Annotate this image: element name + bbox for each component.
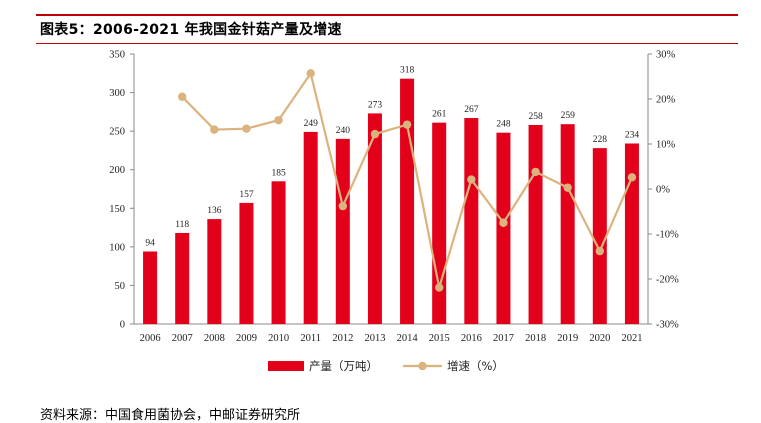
x-tick-label: 2019: [557, 333, 578, 344]
bar-production: [207, 219, 222, 324]
x-tick-label: 2007: [172, 333, 193, 344]
bar-value-label: 136: [207, 206, 222, 216]
growth-point: [306, 69, 315, 78]
right-tick-label: 10%: [656, 140, 676, 151]
left-tick-label: 200: [109, 165, 125, 176]
bar-value-label: 234: [625, 130, 640, 140]
x-tick-label: 2008: [204, 333, 225, 344]
growth-point: [242, 124, 251, 133]
bar-production: [432, 122, 447, 325]
title-bottom-rule: [36, 43, 738, 44]
growth-point: [627, 173, 637, 182]
bar-value-label: 157: [239, 190, 254, 200]
x-tick-label: 2013: [364, 333, 385, 344]
left-tick-label: 350: [109, 50, 125, 61]
bar-production: [303, 131, 318, 324]
left-tick-label: 300: [109, 88, 125, 99]
bar-production: [560, 124, 575, 324]
growth-point: [370, 129, 380, 139]
left-tick-label: 100: [109, 242, 125, 253]
left-tick-label: 50: [115, 281, 126, 292]
bar-production: [400, 78, 415, 324]
source-note: 资料来源：中国食用菌协会，中邮证券研究所: [40, 408, 301, 423]
bar-production: [367, 113, 382, 325]
growth-point: [274, 115, 283, 125]
x-tick-label: 2012: [332, 333, 353, 344]
x-tick-label: 2014: [397, 333, 419, 344]
growth-point: [210, 125, 219, 134]
right-tick-label: -30%: [656, 320, 679, 331]
chart-title: 图表5：2006-2021 年我国金针菇产量及增速: [40, 22, 342, 38]
growth-point: [499, 218, 508, 227]
bar-production: [271, 181, 286, 324]
x-tick-label: 2020: [589, 333, 610, 344]
growth-point: [338, 201, 348, 211]
growth-point: [531, 167, 540, 177]
bar-production: [335, 138, 350, 324]
left-tick-label: 0: [120, 320, 125, 331]
bar-value-label: 185: [271, 168, 286, 178]
bar-production: [496, 132, 511, 324]
bar-production: [464, 118, 479, 325]
right-tick-label: 30%: [656, 50, 676, 61]
bar-value-label: 261: [432, 110, 447, 120]
bar-value-label: 240: [336, 126, 351, 136]
bar-production: [528, 124, 543, 324]
bar-value-label: 249: [304, 119, 319, 129]
bar-production: [239, 202, 254, 324]
title-top-rule: [36, 14, 738, 16]
x-tick-label: 2011: [300, 333, 321, 344]
left-tick-label: 150: [109, 204, 125, 215]
bar-value-label: 318: [400, 66, 415, 76]
left-tick-label: 250: [109, 127, 125, 138]
legend-line-marker: [418, 361, 427, 371]
x-tick-label: 2017: [493, 333, 514, 344]
x-tick-label: 2009: [236, 333, 257, 344]
bar-value-label: 118: [175, 220, 189, 230]
right-tick-label: -10%: [656, 230, 679, 241]
bar-value-label: 258: [528, 112, 543, 122]
x-tick-label: 2006: [140, 333, 161, 344]
legend-bar-label: 产量（万吨）: [309, 359, 378, 373]
bar-value-label: 248: [496, 120, 511, 130]
bar-value-label: 259: [561, 111, 576, 121]
legend-bar-swatch: [268, 361, 304, 371]
x-tick-label: 2016: [461, 333, 482, 344]
growth-point: [595, 246, 605, 256]
growth-point: [177, 92, 187, 101]
right-tick-label: 0%: [656, 185, 670, 196]
bar-production: [175, 232, 190, 324]
growth-point: [402, 120, 412, 129]
legend-line-label: 增速（%）: [447, 359, 504, 373]
x-tick-label: 2015: [429, 333, 450, 344]
growth-point: [563, 183, 572, 192]
bar-value-label: 267: [464, 105, 479, 115]
right-tick-label: -20%: [656, 275, 679, 286]
bar-production: [143, 251, 158, 324]
x-tick-label: 2018: [525, 333, 546, 344]
growth-point: [434, 283, 444, 292]
bar-value-label: 273: [368, 100, 383, 110]
right-tick-label: 20%: [656, 95, 676, 106]
x-tick-label: 2010: [268, 333, 289, 344]
bar-production: [592, 148, 607, 324]
x-tick-label: 2021: [621, 333, 642, 344]
bar-value-label: 228: [593, 135, 608, 145]
bar-production: [624, 143, 639, 324]
bar-value-label: 94: [145, 238, 155, 248]
growth-point: [467, 175, 476, 184]
